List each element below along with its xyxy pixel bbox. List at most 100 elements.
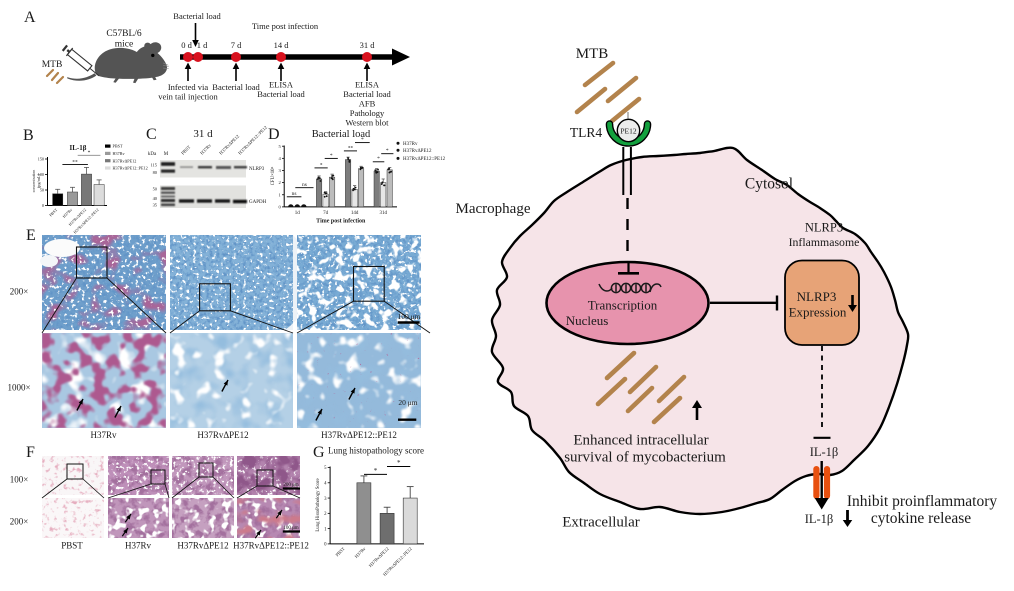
svg-text:TLR4: TLR4 bbox=[570, 125, 602, 140]
svg-text:1000×: 1000× bbox=[7, 383, 30, 393]
svg-text:B: B bbox=[23, 127, 34, 144]
svg-text:Inhibit proinflammatory: Inhibit proinflammatory bbox=[847, 493, 997, 510]
svg-text:Lung histopathology score: Lung histopathology score bbox=[328, 446, 424, 456]
svg-text:2: 2 bbox=[324, 512, 327, 517]
svg-text:Bacterial load: Bacterial load bbox=[173, 11, 221, 21]
svg-text:0: 0 bbox=[324, 543, 327, 548]
svg-text:F: F bbox=[26, 444, 35, 461]
svg-text:G: G bbox=[313, 444, 325, 461]
svg-text:5: 5 bbox=[324, 466, 327, 471]
svg-text:IL-1β: IL-1β bbox=[805, 512, 834, 526]
svg-text:*: * bbox=[386, 148, 389, 154]
svg-text:H37Rv: H37Rv bbox=[90, 430, 117, 440]
svg-text:A: A bbox=[24, 9, 36, 26]
svg-text:*: * bbox=[361, 137, 364, 143]
svg-text:0 d: 0 d bbox=[181, 40, 192, 50]
svg-text:150: 150 bbox=[38, 157, 44, 162]
svg-text:4: 4 bbox=[279, 156, 282, 161]
svg-text:0: 0 bbox=[42, 203, 44, 208]
svg-text:50: 50 bbox=[153, 187, 158, 192]
svg-text:Expression: Expression bbox=[789, 305, 847, 320]
svg-text:Time post infection: Time post infection bbox=[252, 21, 319, 31]
svg-text:H37Rv: H37Rv bbox=[199, 142, 212, 155]
svg-text:Bacterial load: Bacterial load bbox=[212, 82, 260, 92]
svg-text:concentration: concentration bbox=[31, 169, 36, 193]
svg-text:Pathology: Pathology bbox=[350, 108, 385, 118]
svg-text:IL-1β: IL-1β bbox=[810, 445, 839, 459]
svg-text:31 d: 31 d bbox=[360, 40, 376, 50]
svg-text:H37Rv: H37Rv bbox=[61, 207, 73, 219]
svg-text:40: 40 bbox=[153, 196, 158, 201]
svg-text:115: 115 bbox=[151, 163, 158, 168]
svg-text:100 μm: 100 μm bbox=[283, 526, 298, 531]
svg-text:H37RvΔPE12: H37RvΔPE12 bbox=[197, 430, 248, 440]
svg-text:0: 0 bbox=[279, 205, 282, 210]
svg-text:ELISA: ELISA bbox=[355, 80, 380, 90]
svg-text:GAPDH: GAPDH bbox=[249, 200, 267, 205]
svg-text:*: * bbox=[397, 459, 401, 467]
svg-text:35: 35 bbox=[153, 203, 158, 208]
svg-text:C57BL/6: C57BL/6 bbox=[106, 29, 142, 39]
svg-text:Bacterial load: Bacterial load bbox=[257, 89, 305, 99]
svg-text:PBST: PBST bbox=[48, 207, 59, 218]
svg-text:PBST: PBST bbox=[61, 541, 83, 551]
svg-text:**: ** bbox=[348, 145, 354, 151]
svg-text:H37RvΔPE12: H37RvΔPE12 bbox=[403, 149, 432, 154]
svg-text:200 μm: 200 μm bbox=[283, 483, 298, 488]
svg-text:NLRP3: NLRP3 bbox=[249, 167, 265, 172]
svg-text:31d: 31d bbox=[379, 211, 387, 216]
svg-text:80: 80 bbox=[153, 170, 158, 175]
svg-text:*: * bbox=[88, 150, 91, 156]
svg-text:Lung HistoPathology Score: Lung HistoPathology Score bbox=[316, 478, 321, 531]
svg-text:PBST: PBST bbox=[113, 144, 123, 149]
svg-text:Extracellular: Extracellular bbox=[562, 515, 639, 531]
svg-text:H37RvΔPE12::PE12: H37RvΔPE12::PE12 bbox=[321, 430, 397, 440]
svg-text:H37RvΔPE12: H37RvΔPE12 bbox=[368, 546, 391, 569]
svg-text:H37Rv: H37Rv bbox=[113, 151, 126, 156]
svg-text:31 d: 31 d bbox=[193, 128, 213, 140]
svg-text:*: * bbox=[377, 156, 380, 162]
svg-text:*: * bbox=[320, 162, 323, 168]
svg-text:H37Rv: H37Rv bbox=[354, 546, 367, 559]
svg-text:MTB: MTB bbox=[576, 46, 609, 62]
svg-text:kDa: kDa bbox=[148, 152, 157, 157]
svg-text:200×: 200× bbox=[10, 287, 29, 297]
svg-text:MTB: MTB bbox=[42, 60, 63, 70]
svg-text:20 μm: 20 μm bbox=[398, 398, 417, 407]
svg-text:ELISA: ELISA bbox=[269, 80, 294, 90]
svg-text:H37RvΔPE12: H37RvΔPE12 bbox=[113, 158, 137, 163]
svg-text:7 d: 7 d bbox=[231, 40, 242, 50]
svg-text:H37RvΔPE12: H37RvΔPE12 bbox=[177, 541, 228, 551]
svg-text:M: M bbox=[164, 152, 169, 157]
svg-text:Western blot: Western blot bbox=[346, 118, 390, 128]
svg-text:200×: 200× bbox=[10, 517, 29, 527]
svg-text:5: 5 bbox=[279, 144, 282, 149]
svg-text:*: * bbox=[374, 467, 378, 475]
svg-text:PBST: PBST bbox=[335, 546, 346, 557]
svg-text:E: E bbox=[26, 227, 36, 244]
svg-text:*: * bbox=[330, 153, 333, 159]
svg-text:H37RvΔPE12::PE12: H37RvΔPE12::PE12 bbox=[237, 124, 268, 155]
svg-text:H37RvΔPE12::PE12: H37RvΔPE12::PE12 bbox=[233, 541, 309, 551]
svg-text:1 d: 1 d bbox=[197, 40, 208, 50]
svg-text:Macrophage: Macrophage bbox=[456, 201, 531, 217]
svg-text:3: 3 bbox=[279, 168, 282, 173]
svg-text:3: 3 bbox=[324, 497, 327, 502]
svg-text:H37RvΔPE12::PE12: H37RvΔPE12::PE12 bbox=[403, 157, 446, 162]
svg-text:cytokine release: cytokine release bbox=[871, 510, 971, 527]
svg-text:H37Rv: H37Rv bbox=[403, 142, 418, 147]
svg-text:C: C bbox=[146, 126, 157, 143]
svg-text:ns: ns bbox=[302, 182, 307, 188]
svg-text:Cytosol: Cytosol bbox=[745, 176, 793, 193]
svg-text:100 μm: 100 μm bbox=[398, 312, 421, 321]
svg-text:mice: mice bbox=[115, 40, 133, 50]
svg-text:H37RvΔPE12::PE12: H37RvΔPE12::PE12 bbox=[113, 166, 148, 171]
svg-text:Transcription: Transcription bbox=[588, 298, 658, 313]
svg-text:1: 1 bbox=[324, 527, 327, 532]
svg-text:Nucleus: Nucleus bbox=[566, 313, 609, 328]
svg-text:100×: 100× bbox=[10, 475, 29, 485]
svg-text:**: ** bbox=[72, 159, 78, 165]
svg-text:Inflammasome: Inflammasome bbox=[789, 235, 860, 249]
svg-text:NLRP3: NLRP3 bbox=[797, 289, 837, 304]
svg-text:ns: ns bbox=[292, 191, 297, 197]
